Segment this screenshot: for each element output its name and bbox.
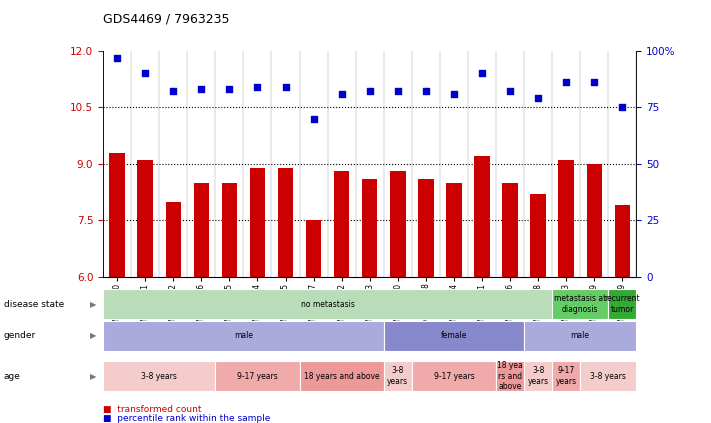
Point	[364, 88, 375, 95]
Text: 9-17
years: 9-17 years	[555, 366, 577, 386]
Text: male: male	[234, 331, 253, 341]
Bar	[193, 183, 209, 277]
Point	[448, 91, 459, 97]
Bar	[306, 220, 321, 277]
Text: 3-8 years: 3-8 years	[141, 371, 177, 381]
Bar	[362, 179, 378, 277]
Bar	[447, 183, 461, 277]
Bar	[558, 160, 574, 277]
Bar	[474, 157, 490, 277]
Point	[616, 104, 628, 111]
Bar	[390, 171, 405, 277]
Point	[224, 86, 235, 93]
Point	[420, 88, 432, 95]
Text: ▶: ▶	[90, 299, 96, 309]
Point	[392, 88, 403, 95]
Text: female: female	[441, 331, 467, 341]
Bar	[530, 194, 546, 277]
Bar	[418, 179, 434, 277]
Point	[504, 88, 515, 95]
Text: 9-17 years: 9-17 years	[434, 371, 474, 381]
Point	[560, 79, 572, 86]
Point	[476, 70, 488, 77]
Point	[196, 86, 207, 93]
Text: no metastasis: no metastasis	[301, 299, 355, 309]
Bar	[222, 183, 237, 277]
Text: male: male	[571, 331, 589, 341]
Point	[336, 91, 348, 97]
Text: 3-8 years: 3-8 years	[590, 371, 626, 381]
Bar	[334, 171, 349, 277]
Text: metastasis at
diagnosis: metastasis at diagnosis	[554, 294, 606, 314]
Point	[252, 84, 263, 91]
Point	[308, 115, 319, 122]
Text: ■  transformed count: ■ transformed count	[103, 405, 202, 414]
Text: gender: gender	[4, 331, 36, 341]
Point	[168, 88, 179, 95]
Point	[589, 79, 600, 86]
Text: ▶: ▶	[90, 371, 96, 381]
Text: ▶: ▶	[90, 331, 96, 341]
Text: 3-8
years: 3-8 years	[528, 366, 549, 386]
Text: recurrent
tumor: recurrent tumor	[604, 294, 640, 314]
Bar	[137, 160, 153, 277]
Point	[533, 95, 544, 102]
Bar	[614, 206, 630, 277]
Point	[112, 54, 123, 61]
Text: 18 yea
rs and
above: 18 yea rs and above	[497, 361, 523, 391]
Point	[139, 70, 151, 77]
Point	[280, 84, 292, 91]
Bar	[166, 202, 181, 277]
Text: disease state: disease state	[4, 299, 64, 309]
Text: 9-17 years: 9-17 years	[237, 371, 278, 381]
Text: ■  percentile rank within the sample: ■ percentile rank within the sample	[103, 414, 270, 423]
Bar	[278, 168, 293, 277]
Text: age: age	[4, 371, 21, 381]
Bar	[250, 168, 265, 277]
Text: 18 years and above: 18 years and above	[304, 371, 380, 381]
Bar	[587, 164, 602, 277]
Text: GDS4469 / 7963235: GDS4469 / 7963235	[103, 13, 230, 26]
Text: 3-8
years: 3-8 years	[387, 366, 408, 386]
Bar	[109, 153, 125, 277]
Bar	[503, 183, 518, 277]
